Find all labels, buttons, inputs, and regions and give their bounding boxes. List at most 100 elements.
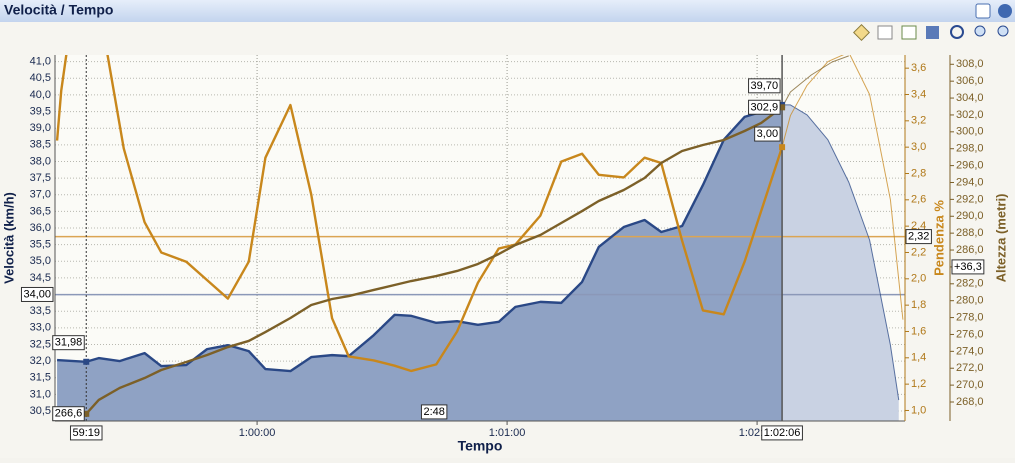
y-tick-label: 32,5: [30, 338, 51, 350]
value-label: 302,9: [751, 101, 779, 113]
reference-label: 34,00: [23, 288, 51, 300]
y-tick-label: 31,5: [30, 372, 51, 384]
value-label: 31,98: [55, 337, 83, 349]
y2-tick-label: 1,6: [911, 325, 926, 337]
tool-button[interactable]: [950, 25, 964, 39]
y3-tick-label: 276,0: [956, 328, 984, 340]
y3-tick-label: 270,0: [956, 379, 984, 391]
series-line: [55, 55, 784, 373]
y3-tick-label: 308,0: [956, 58, 984, 70]
y3-tick-label: 292,0: [956, 193, 984, 205]
y3-tick-label: 302,0: [956, 109, 984, 121]
series-line: [781, 55, 849, 108]
value-label: 39,70: [751, 80, 779, 92]
y3-axis-label: Altezza (metri): [993, 194, 1008, 283]
y3-tick-label: 282,0: [956, 278, 984, 290]
y2-tick-label: 2,8: [911, 167, 926, 179]
cursor-label: 59:19: [72, 427, 100, 439]
value-label: 3,00: [757, 128, 778, 140]
y-tick-label: 38,5: [30, 139, 51, 151]
layout-button[interactable]: [975, 3, 991, 19]
cursor-label-box: [761, 425, 803, 441]
y-tick-label: 41,0: [30, 56, 51, 68]
x-tick-label: 1:00:00: [239, 427, 276, 439]
y2-tick-label: 1,8: [911, 299, 926, 311]
y2-tick-label: 1,2: [911, 378, 926, 390]
x-axis-label: Tempo: [458, 438, 503, 454]
y-tick-label: 39,5: [30, 105, 51, 117]
cursor-label-box: [69, 425, 103, 441]
menu-button[interactable]: [998, 4, 1012, 18]
tool-button[interactable]: [853, 24, 870, 41]
y3-tick-label: 286,0: [956, 244, 984, 256]
value-label-box: [52, 335, 85, 351]
title-bar: [0, 0, 1015, 22]
y2-tick-label: 2,0: [911, 273, 926, 285]
reference-label-box: [20, 286, 54, 302]
series-line: [782, 104, 900, 401]
gain-label-box: [951, 259, 985, 275]
y-tick-label: 38,0: [30, 155, 51, 167]
y-tick-label: 32,0: [30, 355, 51, 367]
y2-tick-label: 3,6: [911, 62, 926, 74]
y-axis-label: Velocità (km/h): [1, 192, 16, 284]
y3-tick-label: 296,0: [956, 160, 984, 172]
y-tick-label: 39,0: [30, 122, 51, 134]
y3-tick-label: 300,0: [956, 126, 984, 138]
tool-button[interactable]: [877, 25, 893, 40]
y2-tick-label: 2,6: [911, 194, 926, 206]
tool-button[interactable]: [901, 25, 917, 40]
point-marker: [779, 104, 786, 111]
y3-tick-label: 294,0: [956, 176, 984, 188]
y-tick-label: 37,0: [30, 189, 51, 201]
duration-label-box: [420, 404, 448, 420]
value-label-box: [52, 406, 85, 422]
gain-label: +36,3: [954, 261, 982, 273]
y-tick-label: 35,5: [30, 239, 51, 251]
value-label: 266,6: [55, 408, 83, 420]
y2-tick-label: 2,4: [911, 220, 926, 232]
cursor-label: 1:02:06: [764, 427, 801, 439]
reference-label: 2,32: [908, 231, 929, 243]
y3-tick-label: 304,0: [956, 92, 984, 104]
x-tick-label: 1:01:00: [489, 427, 526, 439]
area: [782, 104, 899, 421]
point-marker: [779, 144, 786, 151]
value-label-box: [748, 78, 781, 94]
y3-tick-label: 272,0: [956, 362, 984, 374]
y-tick-label: 31,0: [30, 388, 51, 400]
y-tick-label: 40,5: [30, 72, 51, 84]
value-label-box: [754, 126, 781, 142]
y2-axis-label: Pendenza %: [931, 200, 946, 276]
point-marker: [83, 410, 90, 417]
series-line: [781, 55, 904, 320]
area: [57, 104, 783, 421]
point-marker: [83, 358, 90, 365]
series-line: [85, 106, 783, 415]
y-tick-label: 30,5: [30, 405, 51, 417]
tool-button[interactable]: [926, 26, 939, 39]
tool-button[interactable]: [974, 25, 986, 37]
tool-button[interactable]: [997, 25, 1009, 37]
y3-tick-label: 274,0: [956, 345, 984, 357]
y-tick-label: 35,0: [30, 255, 51, 267]
y2-tick-label: 3,4: [911, 88, 926, 100]
value-label-box: [748, 99, 781, 115]
y-tick-label: 33,5: [30, 305, 51, 317]
y3-tick-label: 278,0: [956, 311, 984, 323]
y3-tick-label: 280,0: [956, 295, 984, 307]
series-line: [57, 103, 783, 373]
y2-tick-label: 2,2: [911, 246, 926, 258]
y-tick-label: 36,5: [30, 205, 51, 217]
y-tick-label: 34,5: [30, 272, 51, 284]
window-title: Velocità / Tempo: [4, 2, 113, 18]
y2-tick-label: 1,4: [911, 352, 926, 364]
y2-tick-label: 1,0: [911, 404, 926, 416]
reference-label-box: [905, 229, 932, 245]
y3-tick-label: 290,0: [956, 210, 984, 222]
y-tick-label: 40,0: [30, 89, 51, 101]
y-tick-label: 33,0: [30, 322, 51, 334]
y3-tick-label: 298,0: [956, 143, 984, 155]
